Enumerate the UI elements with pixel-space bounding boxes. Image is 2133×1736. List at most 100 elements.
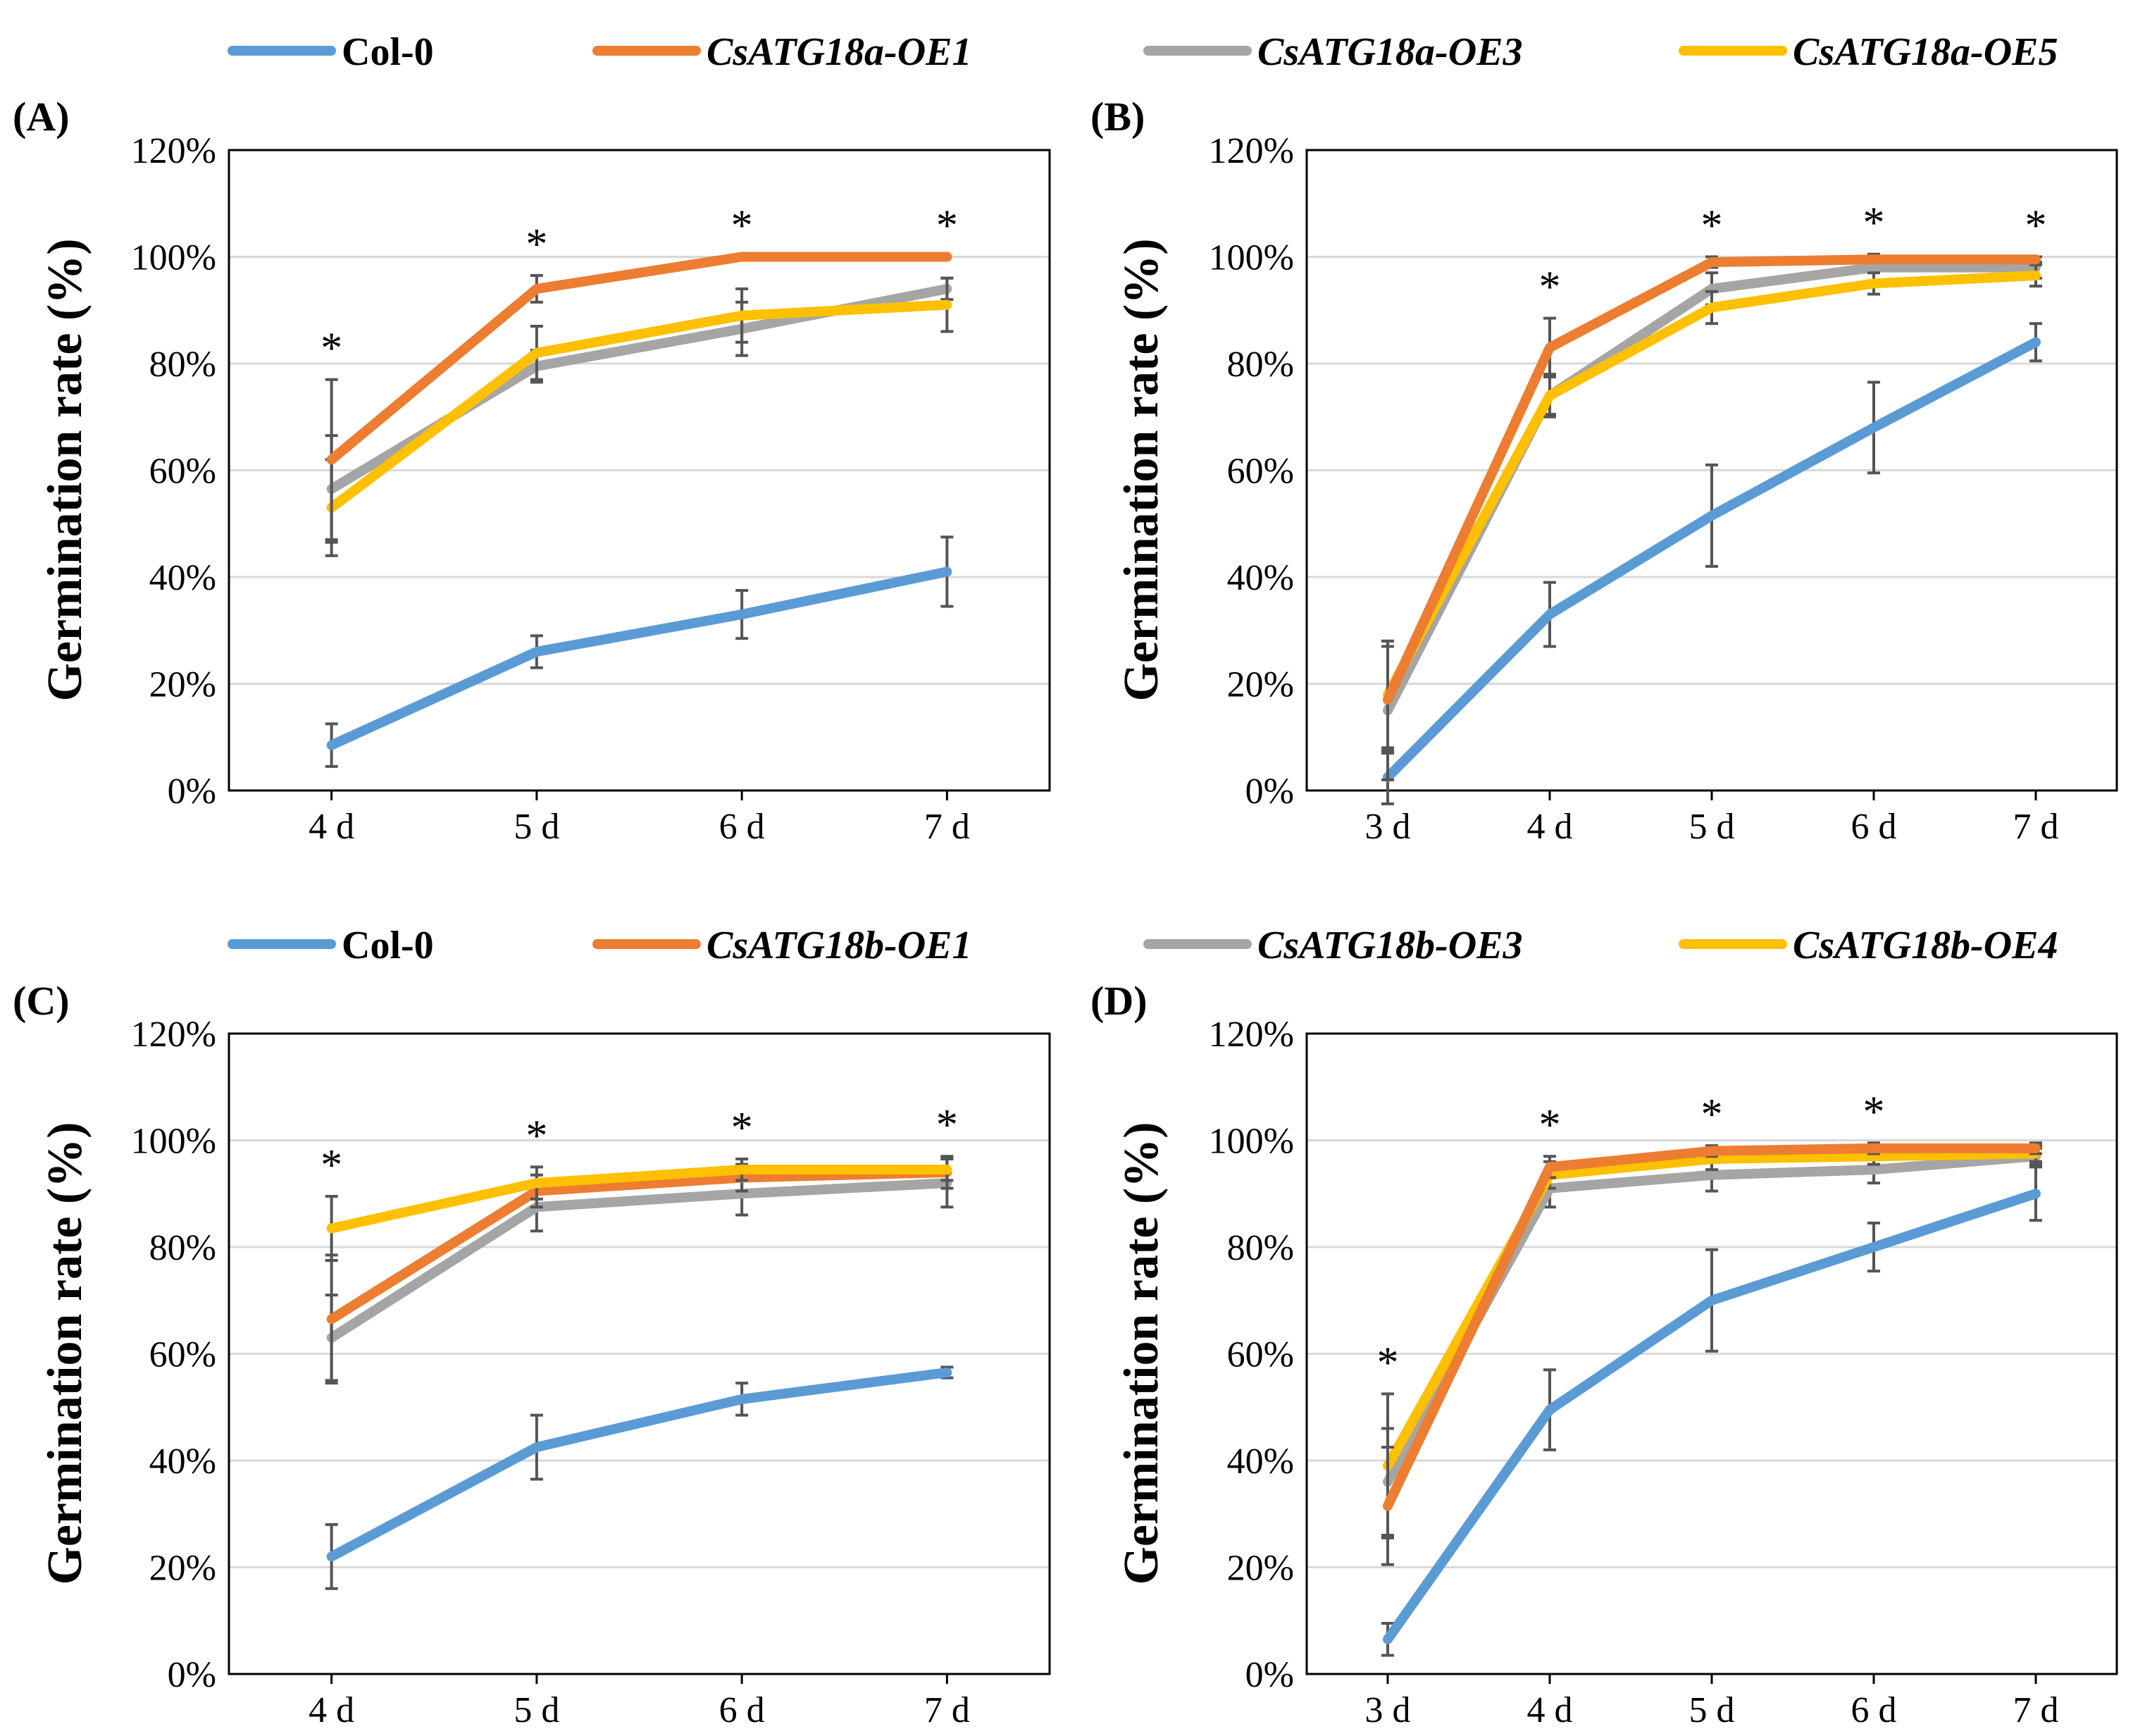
x-tick-label: 3 d	[1365, 807, 1411, 847]
significance-asterisk: *	[731, 1104, 753, 1152]
y-tick-label: 60%	[149, 452, 216, 492]
series-col-0	[325, 1365, 954, 1590]
significance-asterisk: *	[1863, 199, 1885, 247]
series-line	[1383, 337, 2041, 783]
y-tick-label: 40%	[149, 558, 216, 598]
series-csatg18a-oe1	[1381, 254, 2042, 755]
legend-bottom: Col-0 CsATG18b-OE1 CsATG18b-OE3 CsATG18b-OE…	[228, 924, 2058, 967]
panel-label: (B)	[1090, 94, 1145, 140]
series-line	[326, 299, 952, 513]
x-tick-label: 6 d	[719, 1690, 765, 1730]
y-tick-label: 120%	[131, 1015, 216, 1055]
series-line	[326, 566, 952, 750]
y-tick-label: 80%	[1227, 345, 1294, 385]
x-tick-label: 4 d	[309, 1690, 354, 1730]
series-line	[326, 1165, 952, 1234]
x-tick-label: 3 d	[1365, 1690, 1411, 1730]
x-tick-label: 7 d	[2013, 1690, 2059, 1730]
legend-label-2: CsATG18b-OE1	[707, 924, 972, 967]
x-tick-label: 7 d	[924, 1690, 970, 1730]
y-tick-label: 60%	[1227, 1335, 1294, 1375]
series-line	[1383, 254, 2041, 705]
series-line	[326, 252, 952, 465]
y-tick-label: 0%	[168, 771, 216, 812]
panel-label: (C)	[13, 978, 70, 1024]
y-tick-label: 100%	[131, 238, 216, 278]
significance-asterisk: *	[321, 325, 342, 373]
y-tick-label: 60%	[1227, 452, 1294, 492]
significance-asterisk: *	[1539, 1101, 1561, 1149]
series-line	[326, 1178, 952, 1343]
legend-label-3: CsATG18a-OE3	[1257, 30, 1523, 74]
series-line	[1383, 271, 2041, 700]
y-tick-label: 20%	[149, 1549, 216, 1589]
y-tick-label: 20%	[1227, 1549, 1294, 1589]
series-col-0	[1381, 1165, 2042, 1657]
significance-asterisk: *	[1701, 1091, 1723, 1139]
significance-asterisk: *	[1539, 264, 1561, 311]
y-axis-title: Germination rate (%)	[38, 1122, 92, 1585]
x-tick-label: 5 d	[514, 1690, 559, 1730]
panel-label: (D)	[1090, 978, 1148, 1024]
y-axis-title: Germination rate (%)	[38, 238, 92, 701]
panel-d: (D) 0% 20% 40% 60% 80% 100% 120% 3 d 4 d 5 d 6 d 7 d…	[1090, 978, 2118, 1730]
series-col-0	[325, 535, 954, 768]
significance-asterisk: *	[2025, 202, 2047, 250]
panel-b: (B) 0% 20% 40% 60% 80% 100% 120% 3 d 4 d 5 d 6 d 7 d…	[1090, 94, 2118, 847]
legend-label-4: CsATG18a-OE5	[1793, 30, 2058, 74]
y-tick-label: 20%	[1227, 665, 1294, 705]
x-tick-label: 5 d	[1689, 807, 1735, 847]
x-tick-label: 4 d	[309, 807, 354, 847]
x-tick-label: 5 d	[514, 807, 559, 847]
panel-a: (A) 0% 20% 40% 60% 80% 100% 120% 4 d 5 d 6 d 7 d Ger…	[13, 94, 1051, 847]
x-tick-label: 4 d	[1527, 1690, 1573, 1730]
y-tick-label: 100%	[1209, 238, 1294, 278]
series-csatg18b-oe4	[325, 1158, 954, 1262]
y-tick-label: 120%	[131, 131, 216, 171]
x-tick-label: 6 d	[719, 807, 765, 847]
x-tick-label: 6 d	[1851, 1690, 1897, 1730]
series-csatg18b-oe1	[1381, 1141, 2042, 1566]
series-csatg18a-oe1	[325, 252, 952, 541]
legend-label-4: CsATG18b-OE4	[1793, 924, 2058, 967]
series-line	[326, 1167, 952, 1325]
legend-label-1: Col-0	[342, 30, 434, 74]
x-tick-label: 4 d	[1527, 807, 1573, 847]
panel-label: (A)	[13, 94, 70, 140]
x-tick-label: 7 d	[924, 807, 970, 847]
plot-frame	[228, 1032, 1051, 1675]
significance-asterisk: *	[526, 1112, 547, 1160]
significance-asterisk: *	[936, 1101, 958, 1149]
y-tick-label: 80%	[149, 345, 216, 385]
x-tick-label: 7 d	[2013, 807, 2059, 847]
significance-asterisk: *	[731, 202, 753, 250]
significance-asterisk: *	[1863, 1088, 1885, 1136]
y-axis-title: Germination rate (%)	[1114, 1122, 1169, 1585]
series-line	[1383, 1143, 2041, 1511]
series-col-0	[1381, 322, 2042, 805]
legend-label-3: CsATG18b-OE3	[1257, 924, 1523, 967]
y-tick-label: 100%	[1209, 1122, 1294, 1162]
x-tick-label: 6 d	[1851, 807, 1897, 847]
y-tick-label: 80%	[149, 1228, 216, 1268]
y-tick-label: 20%	[149, 665, 216, 705]
y-tick-label: 0%	[1245, 1655, 1294, 1695]
plot-frame	[228, 149, 1051, 792]
series-line	[326, 1368, 952, 1562]
panel-c: (C) 0% 20% 40% 60% 80% 100% 120% 4 d 5 d 6 d 7 d Ger…	[13, 978, 1051, 1730]
y-tick-label: 40%	[1227, 1442, 1294, 1482]
y-tick-label: 100%	[131, 1122, 216, 1162]
significance-asterisk: *	[321, 1141, 342, 1189]
y-axis-title: Germination rate (%)	[1114, 238, 1169, 701]
y-tick-label: 120%	[1209, 131, 1294, 171]
y-tick-label: 80%	[1227, 1228, 1294, 1268]
y-tick-label: 0%	[1245, 771, 1294, 812]
y-tick-label: 0%	[168, 1655, 216, 1695]
legend-top: Col-0 CsATG18a-OE1 CsATG18a-OE3 CsATG18a-OE…	[228, 30, 2058, 74]
y-tick-label: 40%	[149, 1442, 216, 1482]
series-csatg18a-oe3	[325, 276, 954, 544]
y-tick-label: 60%	[149, 1335, 216, 1375]
significance-asterisk: *	[526, 221, 547, 268]
significance-asterisk: *	[1377, 1339, 1399, 1387]
